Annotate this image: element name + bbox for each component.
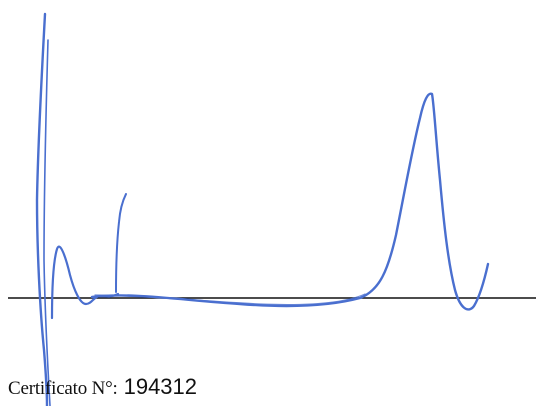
signature-stroke-vertical [35, 12, 49, 406]
certificate-label: Certificato N°: [8, 378, 118, 399]
signature-stroke-tick [115, 193, 127, 293]
signature-stroke-flourish-2 [94, 293, 366, 306]
signature-stroke-flourish [90, 92, 490, 311]
signature-stroke-loop [50, 245, 120, 320]
certificate-line: Certificato N°: 194312 [8, 374, 197, 400]
certificate-number: 194312 [123, 374, 198, 399]
signature-stroke-vertical-2 [43, 39, 51, 406]
handwritten-signature [35, 12, 490, 406]
